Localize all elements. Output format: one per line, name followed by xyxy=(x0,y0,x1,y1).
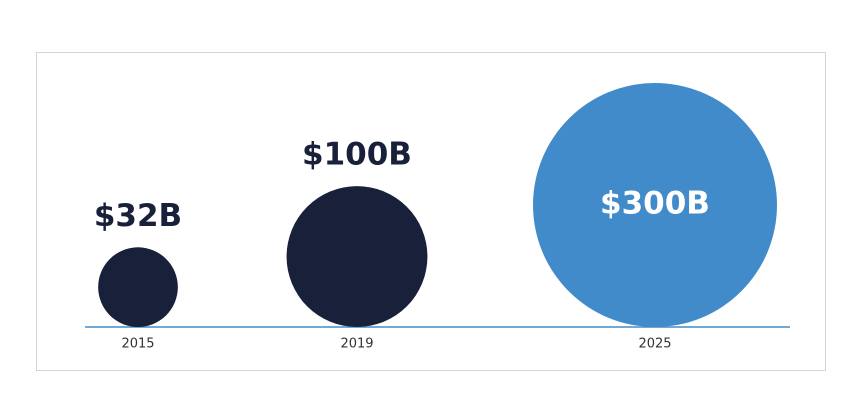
x-tick-label: 2019 xyxy=(340,337,373,352)
bubble xyxy=(533,83,777,327)
value-label: $32B xyxy=(94,198,182,234)
value-label: $100B xyxy=(302,137,412,173)
value-label: $300B xyxy=(600,186,710,222)
x-tick-label: 2025 xyxy=(638,337,671,352)
bubble xyxy=(286,186,428,327)
bubble xyxy=(98,247,178,327)
x-tick-label: 2015 xyxy=(121,337,154,352)
